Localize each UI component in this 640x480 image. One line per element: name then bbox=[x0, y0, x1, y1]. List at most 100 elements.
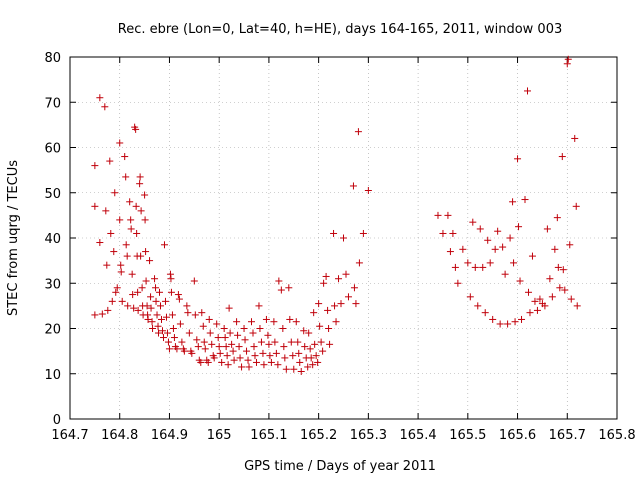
data-point bbox=[136, 180, 144, 188]
data-point bbox=[91, 311, 99, 319]
data-point bbox=[252, 358, 260, 366]
data-point bbox=[154, 322, 162, 330]
data-point bbox=[521, 196, 529, 204]
data-point bbox=[238, 363, 246, 371]
data-point bbox=[141, 216, 149, 224]
data-point bbox=[287, 338, 295, 346]
data-point bbox=[349, 182, 357, 190]
y-tick-label: 10 bbox=[44, 368, 61, 383]
data-point bbox=[531, 297, 539, 305]
data-point bbox=[164, 338, 172, 346]
data-point bbox=[199, 322, 207, 330]
data-point bbox=[314, 358, 322, 366]
data-point bbox=[160, 241, 168, 249]
data-point bbox=[295, 349, 303, 357]
data-point bbox=[296, 358, 304, 366]
data-point bbox=[494, 227, 502, 235]
data-point bbox=[174, 291, 182, 299]
data-point bbox=[286, 315, 294, 323]
data-point bbox=[265, 340, 273, 348]
data-point bbox=[91, 202, 99, 210]
x-tick-label: 165.6 bbox=[499, 428, 536, 443]
data-point bbox=[205, 315, 213, 323]
data-point bbox=[132, 125, 140, 133]
x-tick-label: 165 bbox=[207, 428, 232, 443]
data-point bbox=[561, 286, 569, 294]
data-point bbox=[516, 277, 524, 285]
data-point bbox=[98, 310, 106, 318]
data-point bbox=[572, 202, 580, 210]
y-axis: 0 10 20 30 40 50 60 70 80 bbox=[44, 51, 617, 428]
data-point bbox=[282, 365, 290, 373]
data-point bbox=[129, 291, 137, 299]
data-point bbox=[270, 318, 278, 326]
data-point bbox=[317, 338, 325, 346]
data-point bbox=[208, 340, 216, 348]
data-point bbox=[149, 325, 157, 332]
y-tick-label: 30 bbox=[44, 277, 61, 292]
data-point bbox=[515, 223, 523, 231]
data-point bbox=[126, 198, 134, 206]
data-point bbox=[233, 318, 241, 326]
data-point bbox=[111, 189, 119, 197]
y-tick-label: 0 bbox=[53, 413, 61, 428]
data-point bbox=[127, 225, 135, 233]
data-point bbox=[241, 336, 249, 344]
data-point bbox=[264, 331, 272, 339]
data-point bbox=[297, 367, 305, 375]
data-point bbox=[183, 302, 191, 310]
data-point bbox=[292, 318, 300, 326]
data-point bbox=[559, 266, 567, 274]
data-point bbox=[137, 252, 145, 260]
data-point bbox=[223, 352, 231, 360]
data-point bbox=[153, 311, 161, 319]
data-point bbox=[175, 295, 183, 303]
data-point bbox=[274, 361, 282, 369]
x-tick-label: 165.8 bbox=[598, 428, 635, 443]
data-point bbox=[169, 325, 177, 332]
data-point bbox=[127, 216, 135, 224]
data-point bbox=[210, 354, 218, 362]
data-point bbox=[197, 358, 205, 366]
data-point bbox=[216, 349, 224, 357]
data-point bbox=[124, 302, 132, 310]
x-tick-label: 165.1 bbox=[250, 428, 287, 443]
data-point bbox=[310, 309, 318, 317]
data-point bbox=[230, 356, 238, 364]
data-point bbox=[206, 329, 214, 337]
data-point bbox=[134, 288, 142, 296]
data-point bbox=[148, 318, 156, 326]
data-point bbox=[144, 315, 152, 323]
data-point bbox=[486, 259, 494, 267]
data-point bbox=[152, 297, 160, 305]
data-point bbox=[251, 352, 259, 360]
data-point bbox=[315, 300, 323, 308]
data-point bbox=[157, 315, 165, 323]
data-point bbox=[290, 365, 298, 373]
data-point bbox=[215, 343, 223, 351]
data-point bbox=[305, 329, 313, 337]
data-point bbox=[204, 358, 212, 366]
data-point bbox=[541, 302, 549, 310]
data-point bbox=[256, 325, 264, 332]
data-point bbox=[275, 277, 283, 285]
data-point bbox=[554, 263, 562, 271]
data-point bbox=[316, 322, 324, 330]
data-point bbox=[518, 315, 526, 323]
data-point bbox=[259, 349, 267, 357]
data-point bbox=[476, 225, 484, 233]
data-point bbox=[533, 306, 541, 314]
data-point bbox=[469, 218, 477, 226]
data-point bbox=[102, 207, 110, 215]
data-point bbox=[168, 311, 176, 319]
data-point bbox=[306, 345, 314, 353]
data-point bbox=[558, 153, 566, 161]
data-point bbox=[117, 261, 125, 269]
data-point bbox=[226, 329, 234, 337]
data-point bbox=[244, 356, 252, 364]
data-point bbox=[563, 60, 571, 68]
data-point bbox=[359, 229, 367, 237]
data-point bbox=[499, 243, 507, 251]
data-point bbox=[479, 263, 487, 271]
data-point bbox=[257, 338, 265, 346]
